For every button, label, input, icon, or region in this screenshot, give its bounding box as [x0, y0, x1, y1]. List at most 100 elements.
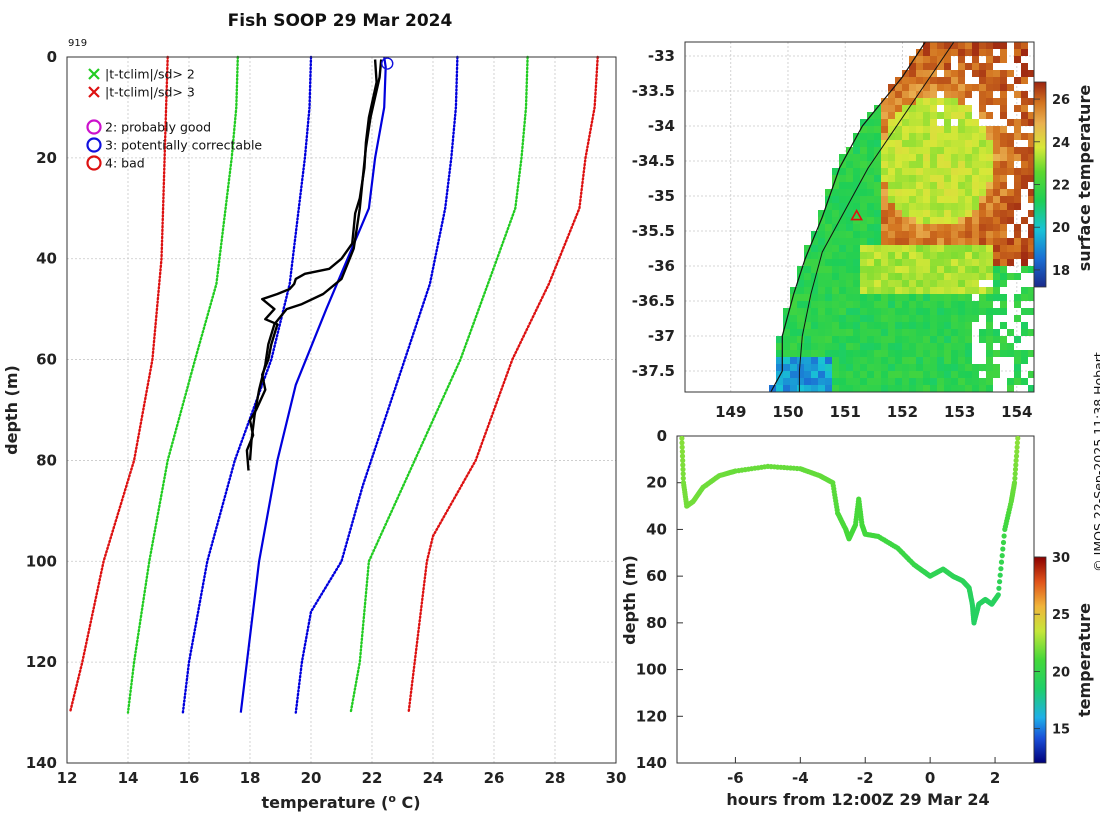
sst-pixel	[1000, 266, 1007, 273]
sst-pixel	[1014, 245, 1021, 252]
sst-pixel	[888, 350, 895, 357]
sst-pixel	[874, 273, 881, 280]
sst-pixel	[909, 259, 916, 266]
sst-pixel	[916, 161, 923, 168]
sst-pixel	[958, 168, 965, 175]
profile-ytick: 100	[26, 552, 57, 570]
sst-pixel	[832, 301, 839, 308]
map-ytick: -35.5	[632, 222, 675, 240]
sst-pixel	[972, 266, 979, 273]
sst-pixel	[902, 175, 909, 182]
sst-pixel	[832, 350, 839, 357]
sst-pixel	[993, 329, 1000, 336]
sst-pixel	[888, 168, 895, 175]
sst-pixel	[930, 196, 937, 203]
sst-pixel	[804, 329, 811, 336]
sst-pixel	[930, 266, 937, 273]
temperature-colorbar-label: temperature	[1075, 603, 1094, 717]
sst-pixel	[909, 315, 916, 322]
sst-pixel	[895, 189, 902, 196]
sst-pixel	[888, 287, 895, 294]
sst-pixel	[902, 224, 909, 231]
sst-pixel	[1007, 189, 1014, 196]
sst-pixel	[846, 280, 853, 287]
sst-pixel	[874, 371, 881, 378]
sst-pixel	[839, 294, 846, 301]
sst-pixel	[895, 315, 902, 322]
sst-pixel	[902, 266, 909, 273]
sst-pixel	[1014, 119, 1021, 126]
sst-pixel	[860, 140, 867, 147]
sst-pixel	[1028, 98, 1034, 105]
sst-pixel	[937, 245, 944, 252]
sst-pixel	[1014, 350, 1021, 357]
sst-pixel	[909, 217, 916, 224]
sst-pixel	[930, 70, 937, 77]
sst-pixel	[832, 203, 839, 210]
sst-pixel	[993, 161, 1000, 168]
sst-pixel	[874, 154, 881, 161]
sst-pixel	[881, 112, 888, 119]
sst-pixel	[902, 168, 909, 175]
sst-pixel	[888, 357, 895, 364]
sst-pixel	[818, 273, 825, 280]
sst-pixel	[930, 161, 937, 168]
sst-pixel	[853, 287, 860, 294]
sst-pixel	[874, 119, 881, 126]
sst-pixel	[979, 378, 986, 385]
sst-pixel	[902, 273, 909, 280]
profile-xtick: 12	[57, 769, 78, 787]
sst-pixel	[895, 175, 902, 182]
sst-pixel	[888, 147, 895, 154]
sst-pixel	[965, 161, 972, 168]
sst-pixel	[1014, 364, 1021, 371]
sst-pixel	[860, 266, 867, 273]
sst-pixel	[986, 343, 993, 350]
sst-pixel	[860, 196, 867, 203]
sst-pixel	[853, 350, 860, 357]
sst-pixel	[965, 196, 972, 203]
sst-pixel	[937, 259, 944, 266]
temp-cb-tick-label: 25	[1052, 608, 1070, 623]
sst-pixel	[958, 322, 965, 329]
sst-pixel	[909, 196, 916, 203]
sst-pixel	[888, 91, 895, 98]
sst-pixel	[881, 238, 888, 245]
sst-pixel	[902, 315, 909, 322]
track-point	[1015, 436, 1021, 441]
sst-pixel	[874, 168, 881, 175]
track-point	[999, 553, 1005, 559]
sst-pixel	[895, 329, 902, 336]
sst-pixel	[902, 133, 909, 140]
sst-pixel	[895, 77, 902, 84]
sst-pixel	[930, 98, 937, 105]
sst-pixel	[937, 371, 944, 378]
sst-pixel	[797, 336, 804, 343]
sst-pixel	[839, 175, 846, 182]
sst-pixel	[832, 343, 839, 350]
sst-pixel	[979, 210, 986, 217]
sst-pixel	[881, 357, 888, 364]
sst-pixel	[1007, 238, 1014, 245]
sst-pixel	[1028, 252, 1034, 259]
temperature-colorbar	[1033, 556, 1047, 764]
sst-pixel	[986, 112, 993, 119]
sst-pixel	[839, 203, 846, 210]
track-point	[1013, 453, 1020, 459]
sst-pixel	[860, 168, 867, 175]
track-xlabel: hours from 12:00Z 29 Mar 24	[726, 790, 989, 809]
sst-pixel	[846, 259, 853, 266]
sst-pixel	[902, 196, 909, 203]
sst-pixel	[951, 301, 958, 308]
sst-pixel	[944, 350, 951, 357]
sst-pixel	[853, 385, 860, 392]
sst-pixel	[944, 84, 951, 91]
sst-pixel	[881, 322, 888, 329]
sst-pixel	[937, 343, 944, 350]
sst-pixel	[965, 371, 972, 378]
sst-pixel	[846, 343, 853, 350]
sst-pixel	[944, 112, 951, 119]
sst-pixel	[972, 189, 979, 196]
sst-pixel	[944, 63, 951, 70]
sst-pixel	[783, 378, 790, 385]
